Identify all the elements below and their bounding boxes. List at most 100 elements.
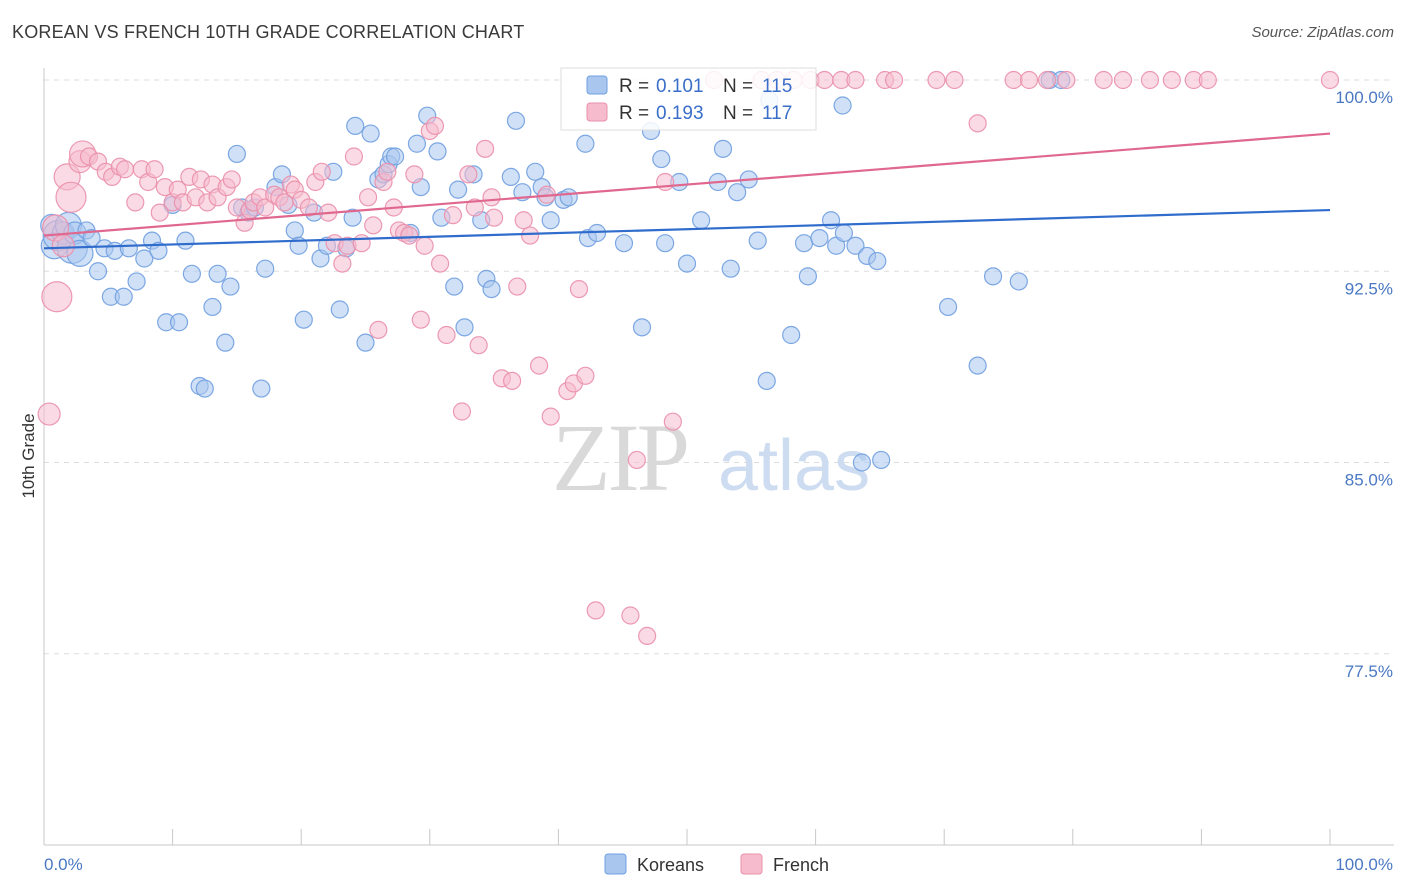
french-point xyxy=(126,193,145,212)
french-point xyxy=(514,211,533,230)
french-point xyxy=(656,172,675,192)
y-tick-label: 77.5% xyxy=(1345,662,1393,681)
korean-point xyxy=(938,297,958,317)
koreans-legend-swatch xyxy=(604,853,627,875)
trend-layer xyxy=(43,132,1331,250)
koreans-r-value: 0.101 xyxy=(656,76,704,97)
korean-point xyxy=(983,267,1003,286)
series-legend: Koreans French xyxy=(604,853,829,875)
korean-point xyxy=(216,333,235,352)
korean-point xyxy=(330,300,349,319)
korean-point xyxy=(135,249,154,268)
korean-point xyxy=(195,379,214,398)
korean-point xyxy=(576,134,595,153)
stats-legend: R = 0.101 N = 115 R = 0.193 N = 117 xyxy=(560,67,817,131)
french-swatch xyxy=(586,102,608,122)
french-point xyxy=(521,226,540,245)
french-point xyxy=(443,206,463,225)
korean-point xyxy=(757,371,776,390)
korean-point xyxy=(846,236,865,255)
french-r-value: 0.193 xyxy=(656,103,704,124)
korean-point xyxy=(656,234,675,253)
korean-point xyxy=(872,450,891,470)
french-point xyxy=(55,181,87,213)
korean-point xyxy=(203,297,222,317)
korean-point xyxy=(526,162,545,181)
y-tick-label: 100.0% xyxy=(1335,88,1393,107)
korean-point xyxy=(114,287,133,306)
koreans-n-label: N = xyxy=(723,76,753,97)
korean-point xyxy=(748,231,767,250)
french-point xyxy=(508,277,527,296)
x-tick-label: 0.0% xyxy=(44,855,83,874)
chart-title: KOREAN VS FRENCH 10TH GRADE CORRELATION … xyxy=(12,22,525,42)
korean-point xyxy=(728,183,747,202)
korean-point xyxy=(677,254,697,273)
french-point xyxy=(299,198,319,217)
korean-point xyxy=(285,221,304,240)
french-point xyxy=(1198,70,1217,90)
korean-point xyxy=(810,229,829,248)
french-point xyxy=(663,412,682,431)
french-r-label: R = xyxy=(619,103,649,124)
french-point xyxy=(485,208,504,227)
french-point xyxy=(411,310,430,329)
french-point xyxy=(150,203,169,222)
french-legend-swatch xyxy=(740,853,763,875)
korean-point xyxy=(833,96,852,115)
korean-point xyxy=(445,277,464,296)
korean-point xyxy=(559,188,578,207)
korean-point xyxy=(794,234,814,253)
french-point xyxy=(51,234,75,258)
korean-point xyxy=(428,142,447,161)
french-point xyxy=(621,606,640,625)
french-point xyxy=(586,601,605,620)
french-point xyxy=(1094,70,1113,90)
french-point xyxy=(627,450,646,470)
french-point xyxy=(333,254,352,273)
korean-point xyxy=(782,325,801,345)
watermark-atlas: atlas xyxy=(718,426,870,506)
korean-point xyxy=(632,318,652,337)
french-point xyxy=(927,70,946,90)
korean-point xyxy=(256,259,275,278)
french-legend-label: French xyxy=(773,855,829,875)
french-point xyxy=(256,198,275,217)
french-point xyxy=(222,170,241,189)
korean-point xyxy=(798,267,817,286)
french-point xyxy=(1019,70,1039,90)
korean-point xyxy=(713,139,733,158)
french-point xyxy=(37,402,61,426)
korean-point xyxy=(868,251,887,271)
french-point xyxy=(344,147,364,166)
korean-point xyxy=(614,234,634,253)
korean-point xyxy=(252,379,271,398)
french-point xyxy=(1162,70,1181,90)
koreans-n-value: 115 xyxy=(762,76,792,97)
korean-point xyxy=(721,259,740,278)
french-point xyxy=(1113,70,1133,90)
koreans-swatch xyxy=(586,75,608,95)
french-trend-line xyxy=(43,132,1331,237)
korean-point xyxy=(692,211,711,230)
french-point xyxy=(452,402,472,421)
french-point xyxy=(503,371,522,390)
axes-layer xyxy=(43,68,1394,846)
french-point xyxy=(482,188,501,207)
korean-point xyxy=(968,356,987,375)
french-point xyxy=(378,162,397,181)
french-point xyxy=(1320,70,1340,90)
korean-point xyxy=(482,280,501,299)
korean-point xyxy=(821,211,841,230)
korean-point xyxy=(346,116,365,136)
french-point xyxy=(425,116,445,136)
korean-point xyxy=(652,149,671,169)
korean-point xyxy=(119,239,138,258)
source-credit: Source: ZipAtlas.com xyxy=(1251,24,1394,41)
french-point xyxy=(115,160,135,179)
korean-point xyxy=(356,333,375,352)
y-axis-title: 10th Grade xyxy=(19,413,38,498)
french-point xyxy=(430,254,450,273)
french-point xyxy=(576,366,595,385)
